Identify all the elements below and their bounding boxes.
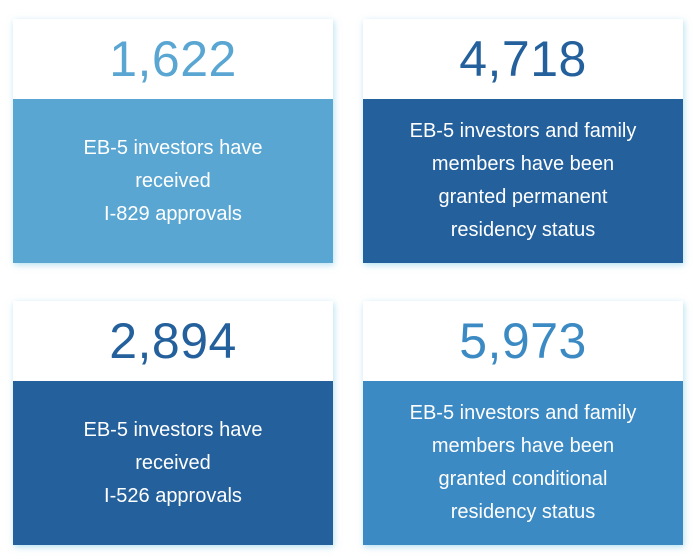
stat-description: EB-5 investors and family members have b…	[363, 381, 683, 545]
stat-description-line: EB-5 investors and family	[409, 402, 637, 424]
stat-description-line: granted permanent	[438, 186, 608, 208]
stat-description-line: granted conditional	[438, 468, 608, 490]
stat-description-line: EB-5 investors have	[83, 418, 263, 441]
stat-number: 5,973	[459, 313, 587, 369]
stat-description-line: I-829 approvals	[104, 202, 242, 225]
stat-description-line: EB-5 investors and family	[409, 120, 637, 142]
stat-card-permanent-residency: 4,718 EB-5 investors and family members …	[363, 19, 683, 263]
stat-description-line: members have been	[431, 435, 615, 457]
stat-number: 4,718	[459, 31, 587, 87]
stat-description-line: residency status	[450, 219, 596, 241]
stat-description: EB-5 investors and family members have b…	[363, 99, 683, 263]
stat-card-i526-approvals: 2,894 EB-5 investors have received I-526…	[13, 301, 333, 545]
stat-description: EB-5 investors have received I-526 appro…	[13, 381, 333, 545]
stat-number: 1,622	[109, 31, 237, 87]
stat-description-line: members have been	[431, 153, 615, 175]
stat-number: 2,894	[109, 313, 237, 369]
stat-description-line: I-526 approvals	[104, 484, 242, 507]
stat-description-line: received	[135, 169, 211, 192]
stat-description: EB-5 investors have received I-829 appro…	[13, 99, 333, 263]
stat-description-line: EB-5 investors have	[83, 136, 263, 159]
stat-card-conditional-residency: 5,973 EB-5 investors and family members …	[363, 301, 683, 545]
stat-description-line: residency status	[450, 501, 596, 523]
stat-description-line: received	[135, 451, 211, 474]
stat-card-i829-approvals: 1,622 EB-5 investors have received I-829…	[13, 19, 333, 263]
